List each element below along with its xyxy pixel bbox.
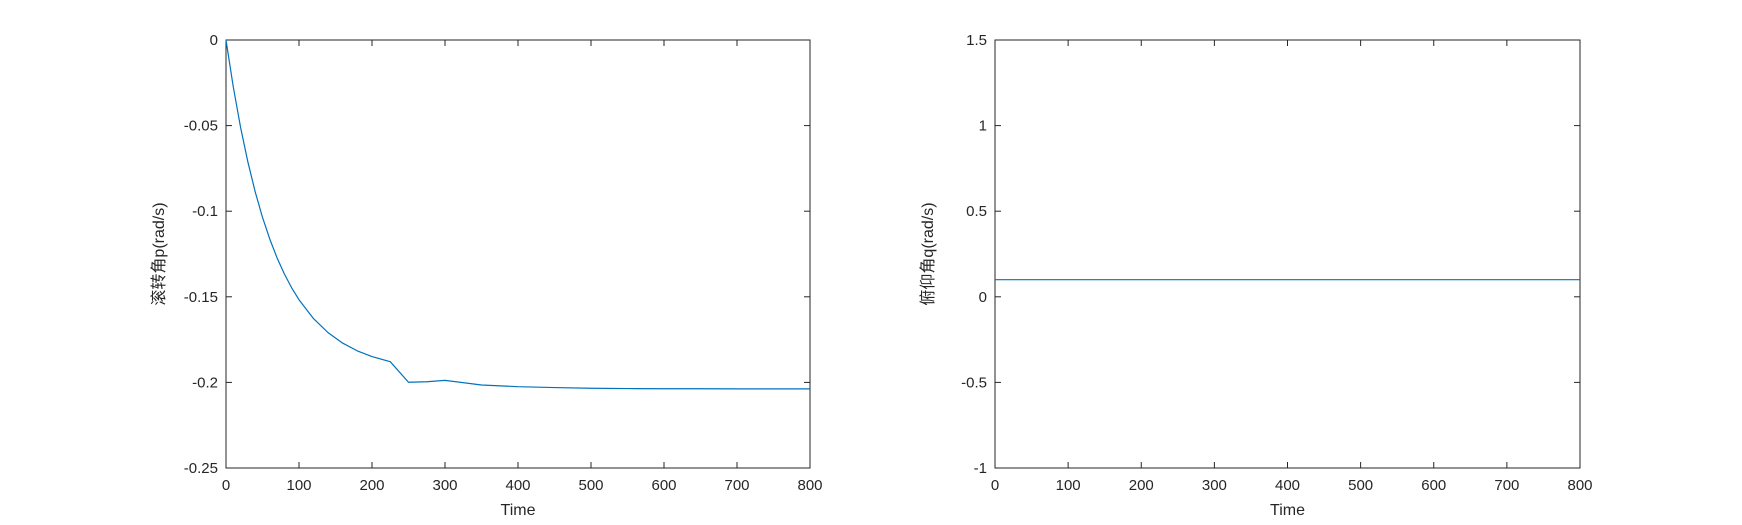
x-tick-label: 100 — [286, 477, 311, 494]
y-tick-label: 0 — [979, 289, 987, 306]
x-tick-label: 100 — [1056, 477, 1081, 494]
y-tick-label: -0.5 — [961, 374, 987, 391]
y-axis-label: 俯仰角q(rad/s) — [919, 202, 937, 305]
y-tick-label: 1 — [979, 118, 987, 135]
x-tick-label: 800 — [797, 477, 822, 494]
x-tick-label: 600 — [651, 477, 676, 494]
x-tick-label: 700 — [1494, 477, 1519, 494]
y-tick-label: -0.25 — [184, 460, 218, 477]
y-tick-label: 0.5 — [966, 203, 987, 220]
x-tick-label: 500 — [578, 477, 603, 494]
series-line — [225, 39, 810, 390]
x-tick-label: 200 — [359, 477, 384, 494]
y-tick-label: 0 — [210, 32, 218, 49]
x-tick-label: 300 — [432, 477, 457, 494]
y-tick-label: -0.1 — [192, 203, 218, 220]
y-tick-label: -0.05 — [184, 118, 218, 135]
left-plot-roll-rate: 0 100 200 300 400 500 600 700 800 0 -0.05 -0.1 -0.15… — [150, 32, 823, 519]
x-tick-label: 400 — [1275, 477, 1300, 494]
y-tick-label: -1 — [974, 460, 987, 477]
x-tick-label: 0 — [991, 477, 999, 494]
right-plot-pitch-rate: 0 100 200 300 400 500 600 700 800 1.5 1 0.5 0 -0.5 -1 T… — [919, 32, 1593, 519]
y-tick-label: -0.2 — [192, 374, 218, 391]
axes-box — [225, 39, 811, 469]
x-tick-label: 400 — [505, 477, 530, 494]
y-tick-label: 1.5 — [966, 32, 987, 49]
x-axis-label: Time — [501, 502, 536, 519]
x-tick-label: 700 — [724, 477, 749, 494]
y-axis-label: 滚转角p(rad/s) — [150, 202, 168, 305]
x-tick-label: 600 — [1421, 477, 1446, 494]
x-tick-label: 200 — [1129, 477, 1154, 494]
x-axis-label: Time — [1270, 502, 1305, 519]
x-tick-label: 0 — [222, 477, 230, 494]
x-tick-label: 300 — [1202, 477, 1227, 494]
x-tick-label: 500 — [1348, 477, 1373, 494]
x-tick-label: 800 — [1567, 477, 1592, 494]
y-tick-label: -0.15 — [184, 289, 218, 306]
axes-box — [994, 39, 1581, 469]
